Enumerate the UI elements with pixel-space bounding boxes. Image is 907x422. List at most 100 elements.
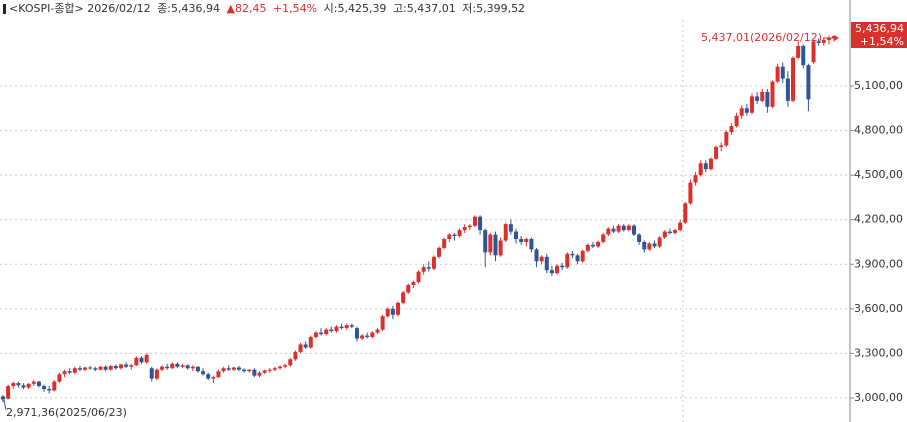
- candle-body: [467, 225, 472, 228]
- candle-body: [144, 354, 149, 363]
- candle-body: [411, 282, 416, 286]
- candle-body: [498, 240, 503, 256]
- candle-body: [319, 332, 324, 335]
- candle-body: [796, 45, 801, 58]
- candle-body: [698, 163, 703, 176]
- candle-body: [426, 267, 431, 269]
- candle-body: [42, 386, 47, 390]
- candle-body: [688, 182, 693, 204]
- candle-body: [283, 365, 288, 367]
- candle-body: [529, 238, 534, 250]
- candle-body: [308, 337, 313, 348]
- high-annotation: 5,437,01(2026/02/12): [701, 31, 822, 44]
- y-tick-label: 5,100,00: [854, 79, 903, 92]
- candle-body: [606, 228, 611, 235]
- candle-body: [714, 146, 719, 159]
- candle-body: [103, 366, 108, 370]
- header-text: <KOSPI-종합> 2026/02/12 종:5,436,94 ▲82,45 …: [9, 2, 525, 15]
- candle-body: [118, 364, 123, 369]
- y-tick-label: 3,900,00: [854, 257, 903, 270]
- candle-body: [647, 243, 652, 250]
- candle-body: [601, 234, 606, 242]
- header-low: 저:5,399,52: [462, 2, 525, 15]
- y-tick-label: 3,000,00: [854, 391, 903, 404]
- candle-body: [175, 363, 180, 367]
- candle-body: [349, 325, 354, 327]
- candle-body: [288, 359, 293, 366]
- candle-body: [211, 377, 216, 379]
- candle-body: [637, 234, 642, 242]
- candle-body: [626, 225, 631, 231]
- candle-body: [124, 364, 129, 367]
- candle-body: [401, 292, 406, 303]
- candle-body: [431, 256, 436, 269]
- candle-body: [154, 369, 159, 379]
- candle-body: [354, 328, 359, 339]
- candle-body: [83, 367, 88, 370]
- candle-body: [514, 231, 518, 239]
- candle-body: [462, 227, 467, 231]
- candle-body: [549, 270, 554, 274]
- last-price: 5,436,94: [855, 22, 904, 35]
- candle-body: [442, 238, 447, 248]
- candle-body: [339, 326, 344, 329]
- candle-body: [621, 225, 626, 231]
- candle-body: [201, 371, 206, 375]
- candle-body: [816, 41, 821, 43]
- candle-body: [236, 367, 241, 370]
- candle-body: [52, 381, 57, 391]
- candle-body: [129, 365, 134, 367]
- candle-body: [457, 230, 462, 237]
- candle-body: [590, 244, 595, 247]
- candle-body: [729, 126, 734, 133]
- candle-body: [693, 175, 698, 183]
- candle-body: [67, 371, 72, 373]
- candle-body: [170, 363, 175, 369]
- candle-body: [221, 368, 226, 372]
- candle-body: [278, 366, 283, 369]
- candle-body: [539, 256, 544, 262]
- candle-body: [791, 57, 796, 101]
- header-open: 시:5,425,39: [324, 2, 387, 15]
- candle-body: [826, 38, 831, 40]
- candle-body: [801, 45, 806, 66]
- candle-body: [385, 308, 390, 317]
- header-close: 종:5,436,94: [157, 2, 220, 15]
- candle-body: [437, 247, 442, 257]
- candle-body: [703, 163, 708, 170]
- candle-body: [216, 371, 221, 378]
- candle-body: [416, 271, 421, 283]
- candle-body: [642, 241, 647, 250]
- candle-body: [821, 39, 826, 43]
- candle-body: [252, 369, 257, 376]
- candle-body: [98, 366, 103, 370]
- candle-body: [775, 66, 780, 82]
- candle-body: [160, 366, 165, 370]
- header-high: 고:5,437,01: [393, 2, 456, 15]
- candle-body: [760, 91, 765, 101]
- y-tick-label: 3,300,00: [854, 346, 903, 359]
- candle-body: [47, 389, 52, 391]
- candle-body: [749, 96, 754, 113]
- candle-body: [806, 65, 811, 100]
- candle-body: [272, 368, 277, 370]
- header-name: <KOSPI-종합>: [9, 2, 84, 15]
- candle-body: [165, 366, 170, 369]
- candle-body: [744, 108, 749, 113]
- candle-body: [375, 329, 380, 333]
- header-icon: [3, 4, 6, 14]
- candle-body: [329, 329, 334, 332]
- candle-body: [77, 368, 82, 370]
- candle-body: [360, 335, 365, 339]
- candle-body: [1, 396, 5, 400]
- candle-body: [832, 35, 837, 38]
- candle-body: [678, 222, 683, 231]
- candle-body: [575, 255, 580, 262]
- candle-body: [190, 366, 195, 369]
- candle-body: [31, 381, 36, 384]
- candle-body: [734, 115, 739, 127]
- candle-body: [478, 216, 483, 231]
- candle-body: [724, 132, 729, 146]
- candle-body: [390, 308, 395, 315]
- candle-body: [524, 238, 529, 242]
